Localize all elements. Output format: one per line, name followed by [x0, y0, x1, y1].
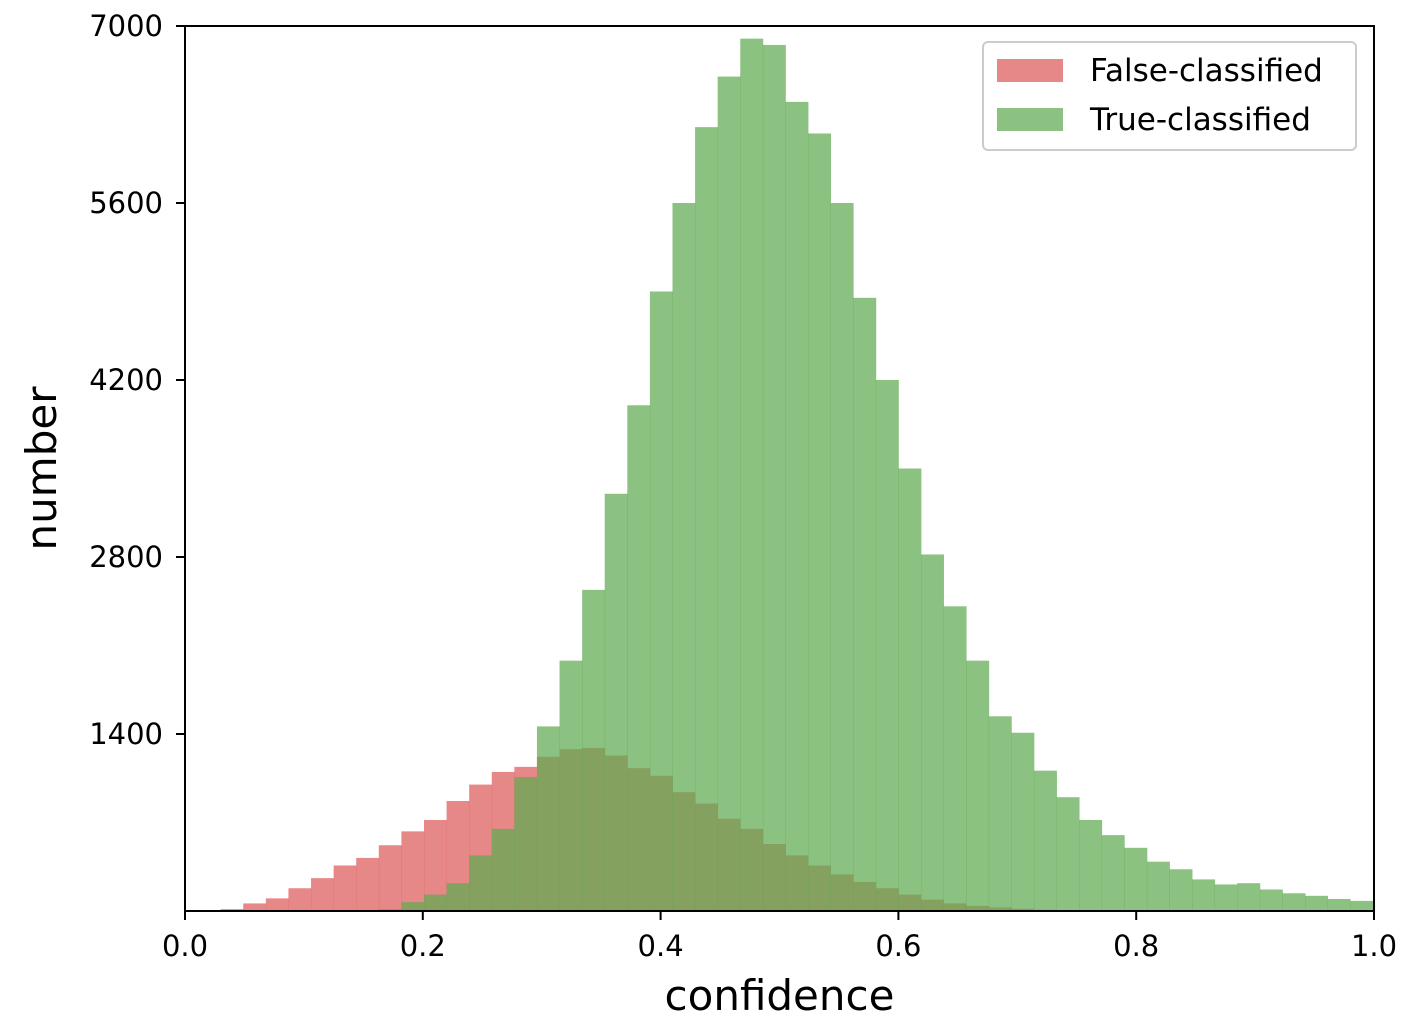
y-tick-label: 7000	[89, 9, 163, 43]
histogram-bar	[1305, 895, 1329, 911]
histogram-bar	[875, 380, 899, 911]
histogram-bar	[1124, 847, 1148, 911]
legend-swatch-false-classified	[997, 59, 1063, 82]
x-tick-label: 0.2	[400, 929, 446, 963]
y-tick-label: 2800	[89, 540, 163, 574]
histogram-bar	[582, 589, 606, 911]
histogram-bar	[1146, 861, 1170, 911]
histogram-bar	[920, 554, 944, 911]
histogram-bar	[243, 903, 267, 911]
histogram-bar	[423, 819, 447, 911]
histogram-bar	[1214, 884, 1238, 911]
histogram-bar	[1056, 797, 1080, 911]
histogram-bar	[288, 888, 312, 911]
x-tick-label: 1.0	[1351, 929, 1397, 963]
legend-swatch-true-classified	[997, 108, 1063, 131]
y-axis-label: number	[17, 386, 66, 551]
histogram-bar	[446, 883, 470, 911]
histogram-bar	[401, 902, 425, 911]
histogram-bar	[740, 38, 764, 911]
histogram-bar	[423, 894, 447, 911]
histogram-bar	[1327, 898, 1351, 911]
histogram-bar	[672, 203, 696, 911]
plot-frame	[184, 25, 1375, 912]
legend-label-true-classified: True-classified	[1089, 102, 1311, 138]
histogram-bar	[491, 828, 515, 911]
y-tick-label: 4200	[89, 363, 163, 397]
x-tick-label: 0.4	[638, 929, 684, 963]
histogram-bar	[469, 855, 493, 911]
histogram-bar	[966, 660, 990, 911]
histogram-bar	[536, 726, 560, 911]
histogram-bar	[1101, 835, 1125, 911]
y-tick-label: 1400	[89, 717, 163, 751]
histogram-bar	[1079, 819, 1103, 911]
bars-layer	[220, 38, 1374, 912]
histogram-bar	[808, 133, 832, 911]
histogram-bar	[333, 865, 357, 911]
histogram-bar	[717, 76, 741, 911]
histogram-bar	[1259, 889, 1283, 911]
histogram-bar	[401, 831, 425, 911]
histogram-bar	[604, 493, 628, 911]
histogram-bar	[356, 857, 380, 911]
x-tick-label: 0.0	[162, 929, 208, 963]
histogram-bar	[898, 468, 922, 911]
x-tick-label: 0.6	[875, 929, 921, 963]
histogram-bar	[514, 776, 538, 911]
histogram-bar	[1282, 893, 1306, 911]
histogram-bar	[311, 878, 335, 911]
histogram-bar	[1350, 900, 1374, 911]
y-tick-label: 5600	[89, 186, 163, 220]
histogram-bar	[1169, 869, 1193, 911]
legend-label-false-classified: False-classified	[1090, 53, 1323, 89]
histogram-bar	[1237, 883, 1261, 911]
histogram-bar	[378, 845, 402, 911]
series-true-classified	[378, 38, 1374, 912]
histogram-bar	[649, 291, 673, 911]
histogram-bar	[265, 898, 289, 911]
histogram-bar	[830, 203, 854, 911]
histogram-bar	[853, 297, 877, 911]
histogram-bar	[762, 44, 786, 911]
ticks-layer: 0.0 0.2 0.4 0.6 0.8 1.0 1400 2800 4200 5600 7000	[89, 9, 1397, 963]
legend-box	[982, 41, 1357, 151]
legend: False-classified True-classified	[982, 41, 1357, 151]
histogram-bar	[627, 405, 651, 911]
x-tick-label: 0.8	[1113, 929, 1159, 963]
histogram-bar	[695, 127, 719, 911]
histogram-bar	[1033, 770, 1057, 911]
histogram-bar	[1011, 732, 1035, 911]
histogram-bar	[943, 606, 967, 911]
histogram-bar	[988, 716, 1012, 911]
histogram-bar	[1192, 879, 1216, 911]
histogram-bar	[559, 660, 583, 911]
histogram-bar	[785, 101, 809, 912]
x-axis-label: confidence	[665, 971, 895, 1020]
